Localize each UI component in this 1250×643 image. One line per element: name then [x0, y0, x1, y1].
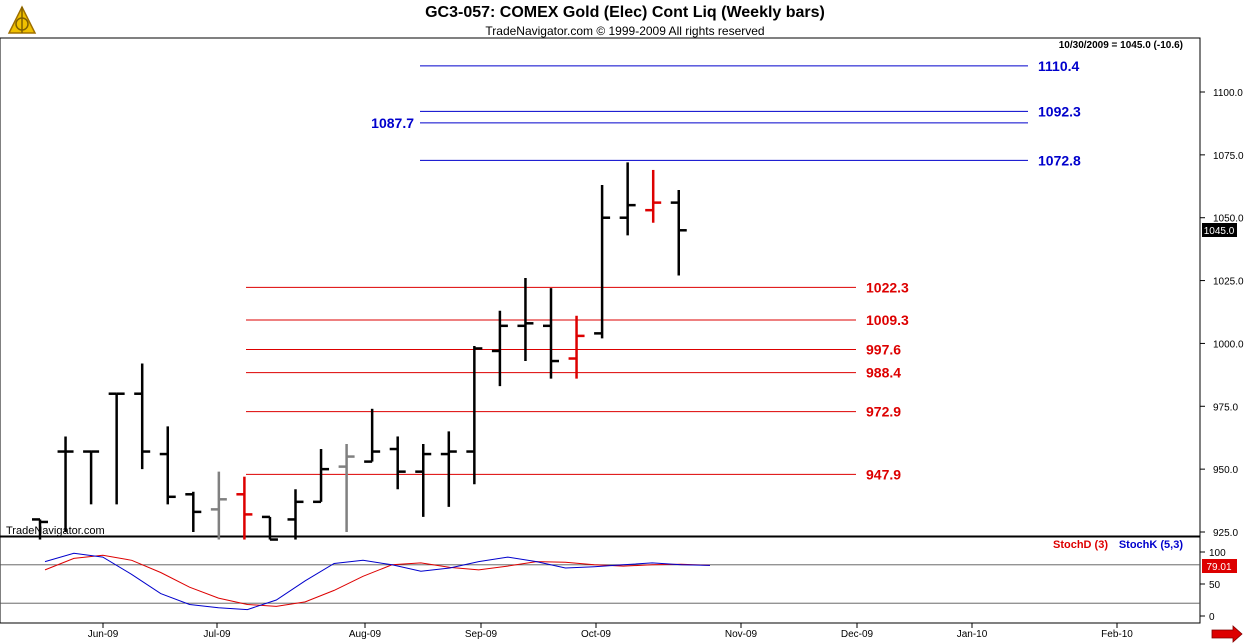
last-price-marker — [1202, 223, 1237, 237]
level-label: 1110.4 — [1038, 58, 1079, 74]
price-tick-label: 1000.0 — [1213, 339, 1244, 350]
stoch-series-line — [44, 552, 711, 611]
stoch-tick-label: 0 — [1209, 612, 1215, 623]
x-tick-label: Aug-09 — [349, 629, 382, 640]
price-tick-label: 975.0 — [1213, 402, 1238, 413]
x-tick-label: Jul-09 — [203, 629, 231, 640]
x-tick-label: Oct-09 — [581, 629, 611, 640]
price-tick-label: 1100.0 — [1213, 88, 1243, 99]
level-label: 1009.3 — [866, 312, 909, 328]
x-tick-label: Jan-10 — [957, 629, 988, 640]
level-label: 1092.3 — [1038, 103, 1081, 119]
status-readout: 10/30/2009 = 1045.0 (-10.6) — [1059, 40, 1183, 51]
stoch-tick-label: 50 — [1209, 580, 1221, 591]
price-tick-label: 1025.0 — [1213, 277, 1244, 288]
stoch-series-line — [44, 554, 711, 607]
price-tick-label: 1050.0 — [1213, 214, 1244, 225]
stoch-tick-label: 100 — [1209, 548, 1226, 559]
level-label: 1072.8 — [1038, 152, 1081, 168]
level-label: 972.9 — [866, 404, 901, 420]
level-label: 988.4 — [866, 365, 901, 381]
level-label: 1022.3 — [866, 279, 909, 295]
stoch-last-label: 79.01 — [1206, 562, 1231, 573]
copyright-subtitle: TradeNavigator.com © 1999-2009 All right… — [485, 24, 765, 38]
price-tick-label: 950.0 — [1213, 465, 1238, 476]
legend-stochd: StochD (3) — [1053, 539, 1108, 551]
level-label: 947.9 — [866, 466, 901, 482]
price-tick-label: 1075.0 — [1213, 151, 1244, 162]
watermark: TradeNavigator.com — [6, 525, 105, 537]
x-tick-label: Dec-09 — [841, 629, 874, 640]
stoch-last-marker — [1202, 559, 1237, 573]
chart-title: GC3-057: COMEX Gold (Elec) Cont Liq (Wee… — [425, 4, 825, 21]
x-tick-label: Jun-09 — [88, 629, 119, 640]
sextant-logo-icon — [7, 5, 37, 34]
x-tick-label: Sep-09 — [465, 629, 498, 640]
x-tick-label: Feb-10 — [1101, 629, 1133, 640]
level-label: 1087.7 — [371, 115, 414, 131]
legend-stochk: StochK (5,3) — [1119, 539, 1184, 551]
last-price-label: 1045.0 — [1204, 226, 1235, 237]
level-label: 997.6 — [866, 341, 901, 357]
stochastic-panel-frame — [0, 536, 1201, 624]
price-tick-label: 925.0 — [1213, 528, 1238, 539]
scroll-right-arrow-icon[interactable] — [1211, 625, 1243, 643]
x-tick-label: Nov-09 — [725, 629, 758, 640]
